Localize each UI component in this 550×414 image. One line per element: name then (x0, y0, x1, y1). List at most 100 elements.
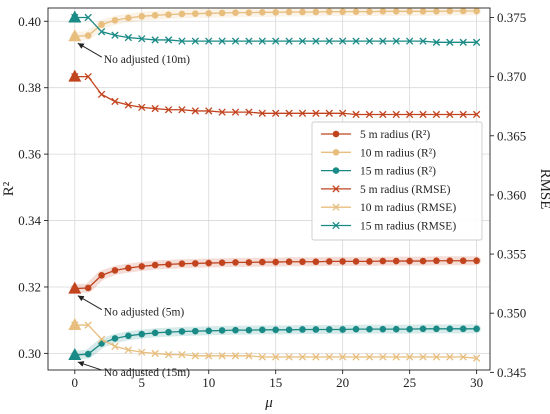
data-point (419, 257, 427, 265)
legend-marker (332, 167, 340, 174)
data-point (339, 326, 346, 333)
series-1 (70, 6, 482, 41)
baseline-triangle (68, 69, 82, 82)
data-point (97, 28, 106, 36)
data-point (259, 258, 266, 266)
data-point (405, 37, 414, 45)
data-point (472, 110, 481, 119)
data-point (352, 325, 360, 333)
y-right-tick-label: 0.360 (497, 187, 526, 202)
data-point (459, 110, 467, 119)
data-point (205, 259, 213, 267)
data-point (138, 35, 146, 43)
data-point (165, 11, 172, 18)
data-point (459, 38, 467, 46)
y-left-tick-label: 0.34 (18, 213, 41, 228)
legend-marker (332, 203, 340, 211)
data-point (218, 259, 226, 267)
legend-marker (332, 185, 340, 193)
legend-label: 10 m radius (RMSE) (360, 202, 456, 214)
y-right-tick-label: 0.370 (497, 69, 526, 84)
data-point (205, 352, 213, 360)
data-point (285, 353, 293, 361)
legend-box (311, 121, 483, 241)
data-point (379, 8, 387, 15)
data-point (192, 260, 199, 267)
data-point (259, 326, 266, 334)
data-point (218, 108, 226, 116)
data-point (299, 258, 306, 266)
data-point (218, 352, 226, 360)
data-point (298, 37, 307, 45)
data-point (165, 328, 172, 336)
data-point (446, 353, 454, 361)
data-point (232, 259, 239, 266)
data-point (258, 353, 266, 361)
data-point (339, 109, 347, 117)
data-point (245, 9, 253, 16)
data-point (111, 335, 119, 342)
data-point (473, 325, 480, 333)
x-tick-label: 30 (470, 375, 483, 390)
data-point (192, 10, 199, 17)
data-point (365, 110, 374, 119)
data-point (379, 37, 387, 45)
data-point (298, 109, 307, 117)
data-point (151, 349, 159, 358)
data-point (392, 8, 400, 15)
data-point (405, 353, 414, 361)
data-point (472, 354, 481, 362)
data-point (365, 37, 374, 45)
legend-marker (332, 130, 340, 138)
data-point (352, 8, 360, 15)
legend-label: 15 m radius (R²) (360, 166, 436, 178)
data-point (151, 261, 159, 269)
data-point (406, 325, 413, 333)
y-left-tick-label: 0.30 (18, 346, 41, 361)
y-right-tick-label: 0.345 (497, 365, 526, 380)
data-point (272, 353, 280, 361)
data-point (272, 109, 280, 117)
data-point (111, 31, 119, 39)
data-point (178, 350, 186, 359)
data-point (312, 8, 320, 16)
plot-frame (47, 7, 491, 371)
data-point (312, 258, 320, 266)
legend-entry: 15 m radius (R²) (321, 166, 436, 178)
annotation-label: No adjusted (5m) (104, 307, 185, 319)
data-point (433, 325, 440, 333)
data-point (325, 37, 333, 45)
data-point (392, 257, 400, 265)
x-tick-label: 0 (72, 375, 79, 390)
data-point (259, 9, 266, 16)
data-point (392, 353, 400, 361)
data-point (432, 110, 441, 119)
data-point (432, 353, 441, 361)
data-point (339, 353, 347, 361)
data-point (125, 332, 132, 340)
baseline-triangle (68, 281, 82, 294)
data-point (124, 346, 133, 354)
data-point (205, 107, 213, 115)
data-point (432, 38, 441, 46)
data-point (419, 325, 427, 333)
data-point (84, 321, 92, 329)
data-point (459, 325, 467, 333)
legend: 5 m radius (R²) 10 m radius (R²) 15 m radi… (311, 121, 483, 241)
data-point (298, 353, 307, 361)
data-point (111, 342, 119, 350)
data-point (258, 109, 266, 117)
data-point (98, 272, 105, 279)
data-point (178, 328, 186, 335)
legend-entry: 15 m radius (RMSE) (321, 221, 456, 233)
y-axis-left-label: R² (1, 181, 17, 196)
data-point (205, 37, 213, 45)
data-point (406, 257, 413, 265)
baseline-triangle (68, 348, 82, 361)
data-point (459, 257, 467, 265)
data-point (124, 101, 133, 109)
data-point (245, 259, 253, 266)
series-0 (70, 256, 482, 294)
data-point (419, 353, 427, 361)
